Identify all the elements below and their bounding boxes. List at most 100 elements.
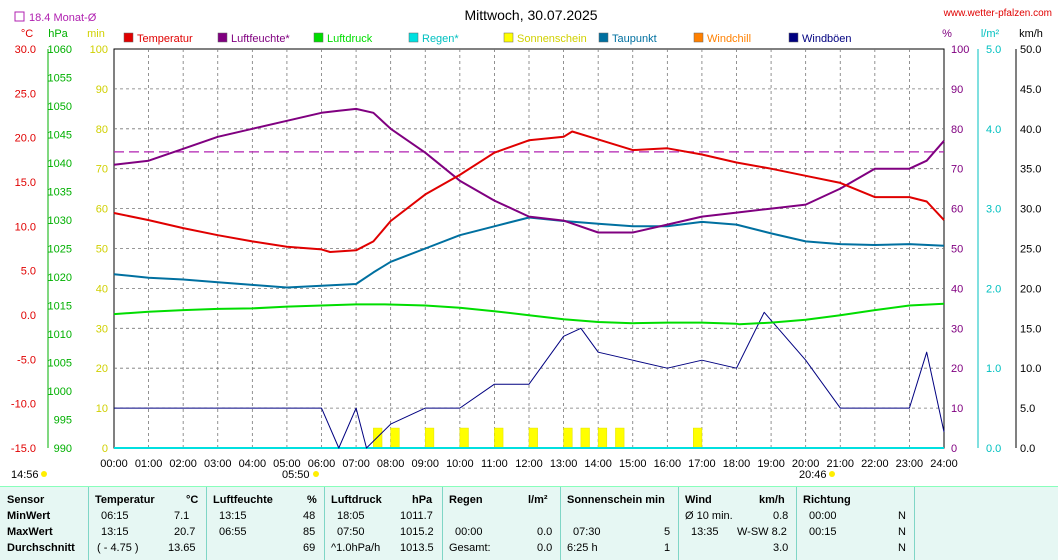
legend-swatch bbox=[788, 32, 799, 43]
axis-tick-label: 20.0 bbox=[1020, 283, 1041, 295]
max-hum-time: 06:55 bbox=[219, 526, 247, 538]
axis-tick-label: 40.0 bbox=[1020, 124, 1041, 136]
chart-title: Mittwoch, 30.07.2025 bbox=[464, 7, 597, 23]
sunset-time: 20:46 bbox=[799, 469, 827, 481]
axis-tick-label: 1055 bbox=[48, 73, 72, 85]
min-hum-val: 48 bbox=[303, 510, 316, 522]
axis-tick-label: 70 bbox=[951, 164, 963, 176]
axis-tick-label: 70 bbox=[96, 164, 108, 176]
month-avg-swatch bbox=[14, 11, 25, 22]
site-url: www.wetter-pfalzen.com bbox=[943, 8, 1052, 19]
legend-label: Taupunkt bbox=[612, 33, 657, 45]
humidity-column bbox=[206, 487, 325, 560]
axis-tick-label: -10.0 bbox=[11, 399, 36, 411]
sunshine-bar bbox=[459, 427, 469, 449]
sun-icon bbox=[41, 471, 47, 477]
axis-tick-label: 30.0 bbox=[1020, 204, 1041, 216]
sunset-icon bbox=[829, 471, 835, 477]
unit-pct: % bbox=[942, 28, 952, 40]
avg-wind-val: 3.0 bbox=[773, 542, 789, 554]
axis-tick-label: 1025 bbox=[48, 244, 72, 256]
axis-tick-label: 5.0 bbox=[21, 266, 36, 278]
max-rain-time: 00:00 bbox=[455, 526, 483, 538]
axis-tick-label: 10 bbox=[951, 403, 963, 415]
axis-tick-label: 30 bbox=[951, 323, 963, 335]
max-temp-val: 20.7 bbox=[174, 526, 196, 538]
x-tick-label: 12:00 bbox=[515, 458, 543, 470]
legend-swatch bbox=[503, 32, 514, 43]
x-tick-label: 24:00 bbox=[930, 458, 958, 470]
axis-tick-label: 1040 bbox=[48, 158, 72, 170]
max-rain-val: 0.0 bbox=[537, 526, 553, 538]
unit-temp: °C bbox=[21, 28, 33, 40]
legend-label: Luftfeuchte* bbox=[231, 33, 290, 45]
axis-tick-label: 5.0 bbox=[1020, 403, 1035, 415]
legend-label: Regen* bbox=[422, 33, 459, 45]
max-dir-val: N bbox=[898, 526, 906, 538]
axis-tick-label: 5.0 bbox=[986, 44, 1001, 56]
min-press-time: 18:05 bbox=[337, 510, 365, 522]
row-max-label: MaxWert bbox=[7, 526, 53, 538]
max-sun-val: 5 bbox=[664, 526, 671, 538]
axis-tick-label: 2.0 bbox=[986, 283, 1001, 295]
axis-tick-label: 90 bbox=[951, 84, 963, 96]
max-press-val: 1015.2 bbox=[400, 526, 434, 538]
hdr-sensor: Sensor bbox=[7, 494, 45, 506]
avg-dir-val: N bbox=[898, 542, 906, 554]
max-temp-time: 13:15 bbox=[101, 526, 129, 538]
sunshine-bar bbox=[425, 427, 435, 449]
x-tick-label: 11:00 bbox=[481, 458, 508, 470]
legend-swatch bbox=[408, 32, 419, 43]
axis-tick-label: 20 bbox=[96, 363, 108, 375]
x-tick-label: 01:00 bbox=[135, 458, 163, 470]
hdr-hum-unit: % bbox=[307, 494, 317, 506]
x-tick-label: 10:00 bbox=[446, 458, 474, 470]
hdr-hum: Luftfeuchte bbox=[213, 494, 273, 506]
avg-sun-val: 1 bbox=[664, 542, 671, 554]
sunshine-bar bbox=[563, 427, 573, 449]
axis-tick-label: 995 bbox=[54, 415, 72, 427]
hdr-temp: Temperatur bbox=[95, 494, 155, 506]
axis-tick-label: 1030 bbox=[48, 215, 72, 227]
stats-table: Sensor Temperatur °C Luftfeuchte % Luftd… bbox=[0, 486, 1058, 560]
axis-tick-label: 20 bbox=[951, 363, 963, 375]
x-tick-label: 03:00 bbox=[204, 458, 232, 470]
x-tick-label: 04:00 bbox=[239, 458, 267, 470]
sunshine-bar bbox=[494, 427, 504, 449]
sunrise-icon bbox=[313, 471, 319, 477]
axis-tick-label: 1035 bbox=[48, 187, 72, 199]
unit-rain: l/m² bbox=[981, 28, 1000, 40]
avg-press-val: 1013.5 bbox=[400, 542, 434, 554]
sensor-column bbox=[0, 487, 89, 560]
sunshine-bar bbox=[615, 427, 625, 449]
avg-sun-time: 6:25 h bbox=[567, 542, 598, 554]
min-wind-val: 0.8 bbox=[773, 510, 789, 522]
hdr-press-unit: hPa bbox=[412, 494, 433, 506]
axis-tick-label: 80 bbox=[96, 124, 108, 136]
max-dir-time: 00:15 bbox=[809, 526, 837, 538]
avg-temp-val: 13.65 bbox=[168, 542, 196, 554]
axis-tick-label: -15.0 bbox=[11, 443, 36, 455]
sunshine-bar bbox=[693, 427, 703, 449]
axis-tick-label: 15.0 bbox=[1020, 323, 1041, 335]
axis-tick-label: 4.0 bbox=[986, 124, 1001, 136]
hdr-wind-unit: km/h bbox=[759, 494, 785, 506]
legend-swatch bbox=[123, 32, 134, 43]
direction-column bbox=[796, 487, 915, 560]
sunshine-bar bbox=[373, 427, 383, 449]
sun-daylength: 14:56 bbox=[11, 469, 39, 481]
min-dir-val: N bbox=[898, 510, 906, 522]
x-tick-label: 15:00 bbox=[619, 458, 647, 470]
dewpoint-line bbox=[113, 216, 945, 289]
legend-swatch bbox=[693, 32, 704, 43]
axis-tick-label: 30.0 bbox=[15, 44, 36, 56]
axis-tick-label: 15.0 bbox=[15, 177, 36, 189]
axis-tick-label: 40 bbox=[96, 283, 108, 295]
row-avg-label: Durchschnitt bbox=[7, 542, 75, 554]
sunshine-bar bbox=[390, 427, 400, 449]
min-dir-time: 00:00 bbox=[809, 510, 837, 522]
legend-swatch bbox=[217, 32, 228, 43]
axis-tick-label: 1045 bbox=[48, 130, 72, 142]
legend-label: Luftdruck bbox=[327, 33, 373, 45]
unit-hpa: hPa bbox=[48, 28, 68, 40]
